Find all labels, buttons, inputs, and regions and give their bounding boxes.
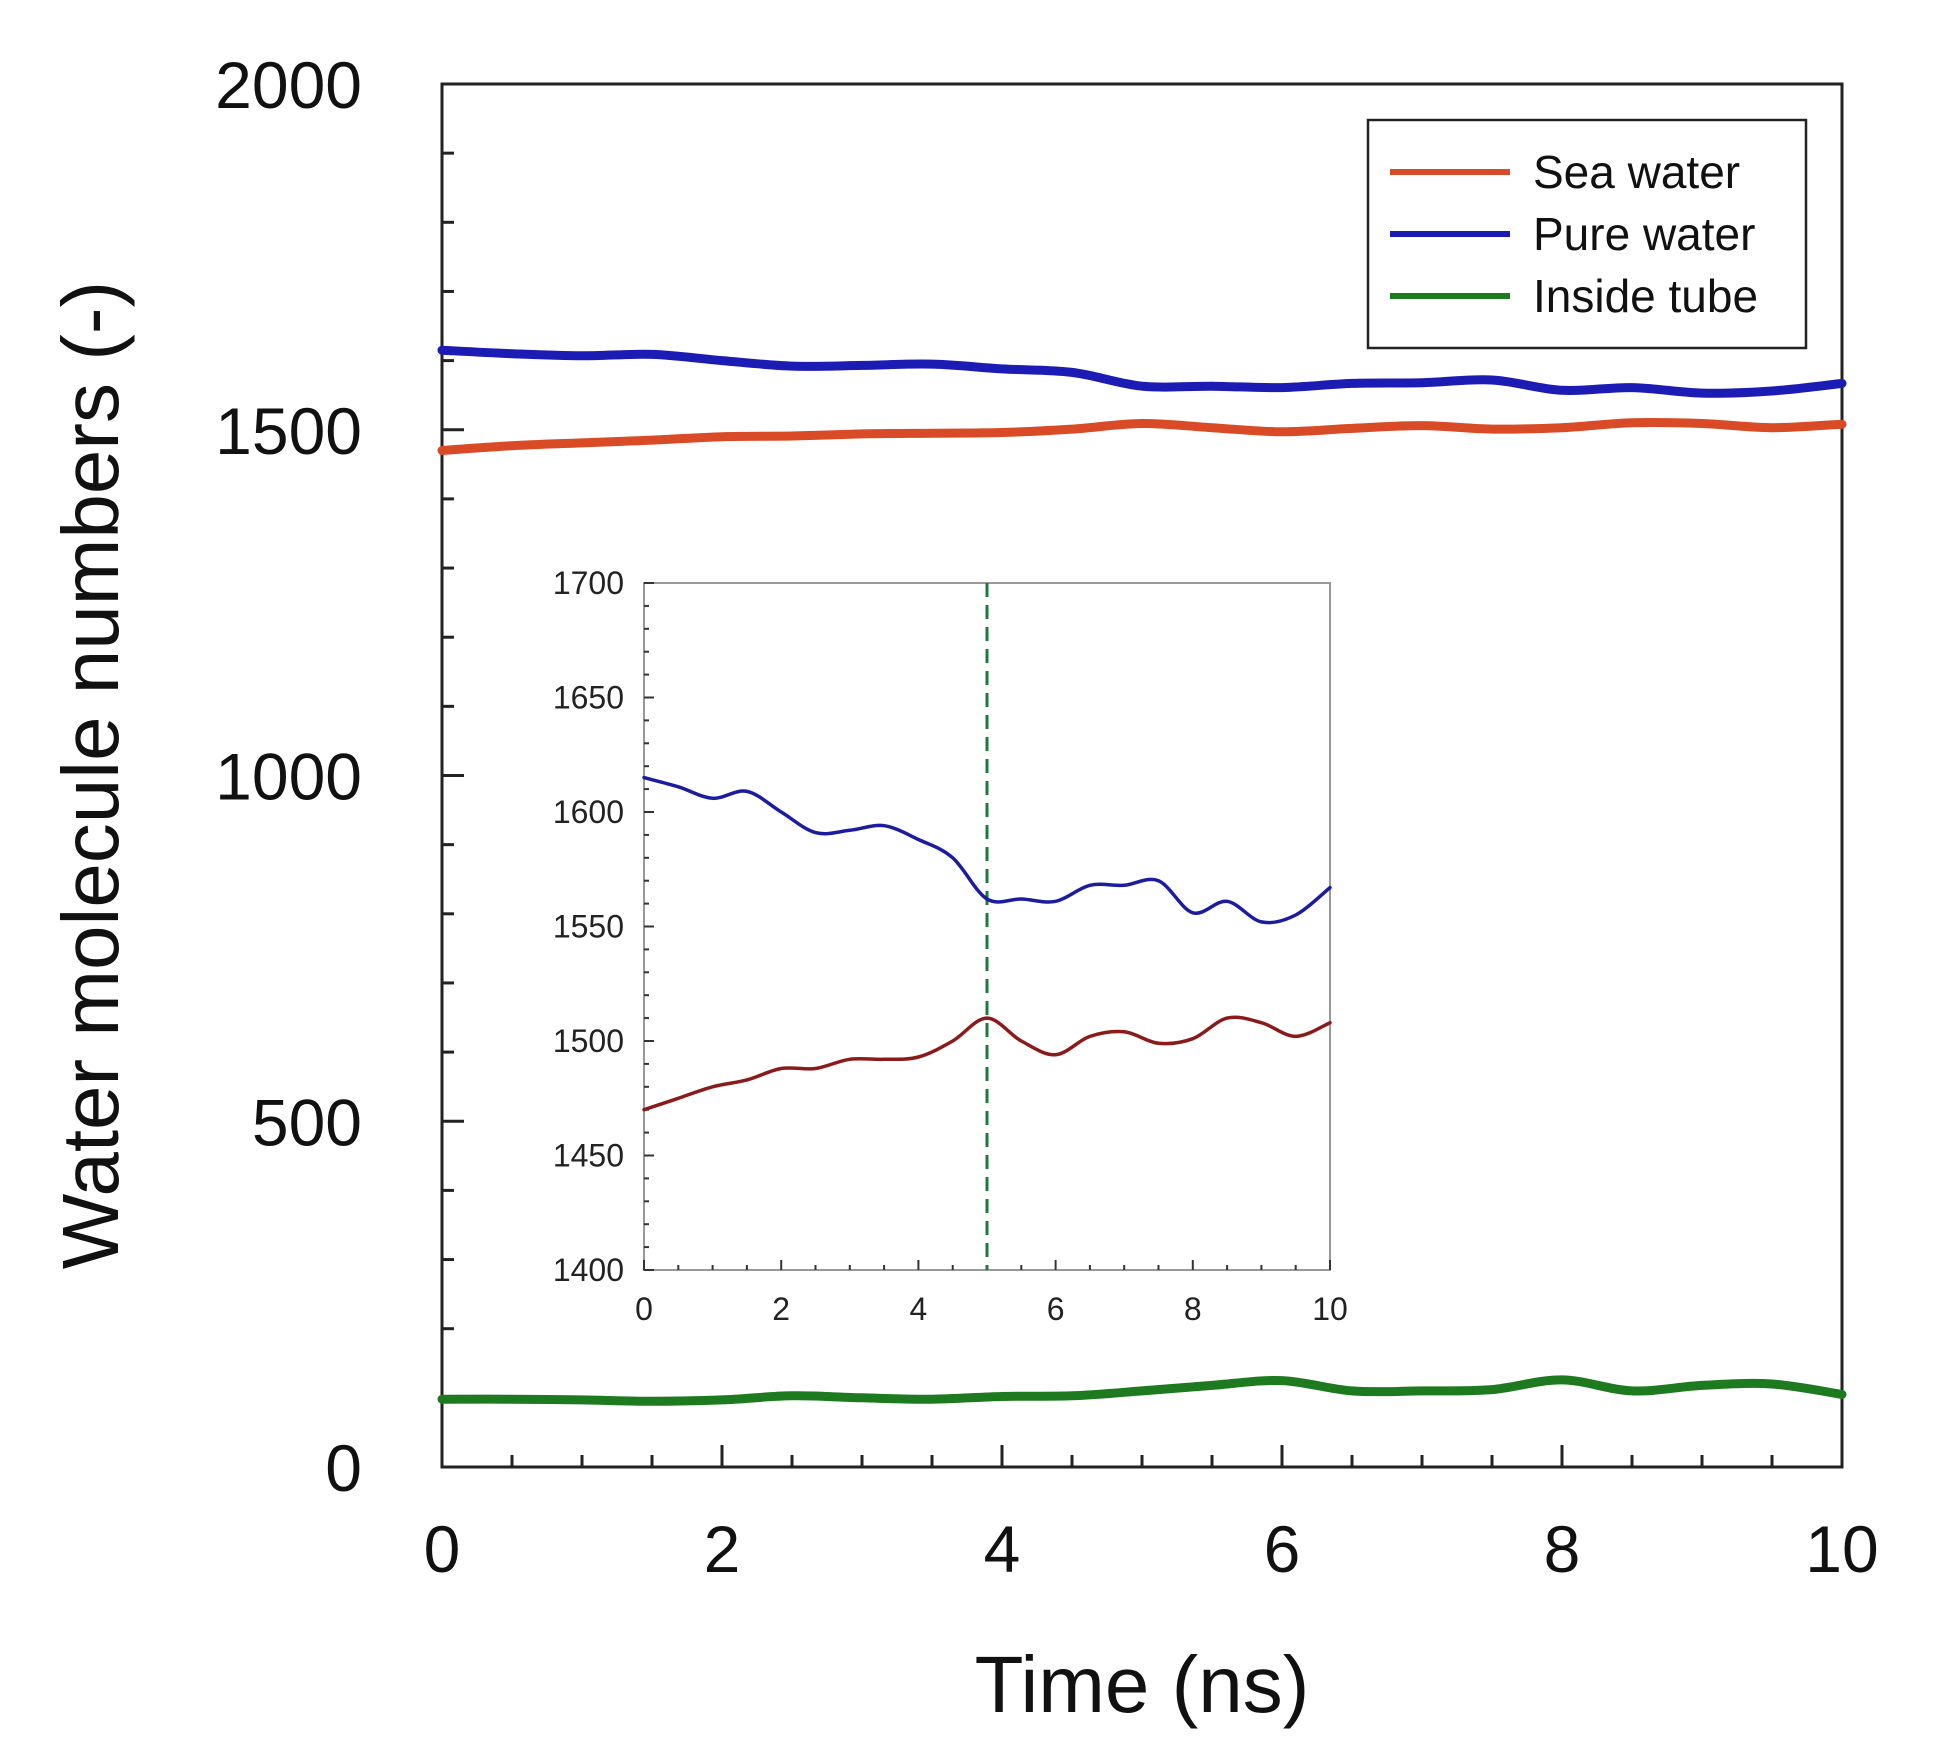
series-line-1 [437,345,1847,398]
inset-axis-tick-labels: 0 2 4 6 8 10 1400 1450 1500 1550 1600 1650 1700 [553,565,1348,1327]
y-tick-label: 1600 [553,794,624,830]
y-tick-label: 1550 [553,909,624,945]
x-tick-label: 6 [1264,1512,1301,1586]
x-tick-label: 10 [1805,1512,1878,1586]
y-tick-label: 1000 [215,740,362,814]
y-tick-label: 1500 [553,1023,624,1059]
y-tick-label: 500 [252,1085,362,1159]
legend-label-inside-tube: Inside tube [1533,270,1758,322]
inset-series-lines [642,775,1332,1112]
x-tick-label: 8 [1184,1291,1202,1327]
y-tick-label: 1700 [553,565,624,601]
y-tick-label: 1450 [553,1138,624,1174]
x-tick-label: 2 [772,1291,790,1327]
legend-label-sea-water: Sea water [1533,146,1740,198]
x-tick-label: 0 [424,1512,461,1586]
x-tick-label: 2 [704,1512,741,1586]
y-axis-title: Water molecule numbers (-) [46,281,135,1269]
x-tick-label: 6 [1047,1291,1065,1327]
legend: Sea water Pure water Inside tube [1366,118,1808,350]
series-line-2 [437,1375,1847,1406]
main-series-lines [437,345,1847,1406]
x-tick-label: 4 [984,1512,1021,1586]
x-tick-label: 10 [1312,1291,1348,1327]
inset-chart: 0 2 4 6 8 10 1400 1450 1500 1550 1600 1650 1700 [553,565,1348,1327]
y-tick-label: 1650 [553,680,624,716]
x-tick-label: 8 [1544,1512,1581,1586]
series-line-0 [437,417,1847,455]
series-line-1 [642,775,1332,925]
x-tick-label: 0 [635,1291,653,1327]
main-axis-ticks [440,82,1844,1469]
y-tick-label: 0 [325,1431,362,1505]
main-axis-tick-labels: 0 2 4 6 8 10 0 500 1000 1500 2000 [215,48,1879,1586]
y-tick-label: 1500 [215,394,362,468]
series-line-0 [642,1015,1332,1112]
y-tick-label: 1400 [553,1252,624,1288]
legend-label-pure-water: Pure water [1533,208,1755,260]
x-tick-label: 4 [910,1291,928,1327]
y-tick-label: 2000 [215,48,362,122]
x-axis-title: Time (ns) [975,1640,1310,1729]
